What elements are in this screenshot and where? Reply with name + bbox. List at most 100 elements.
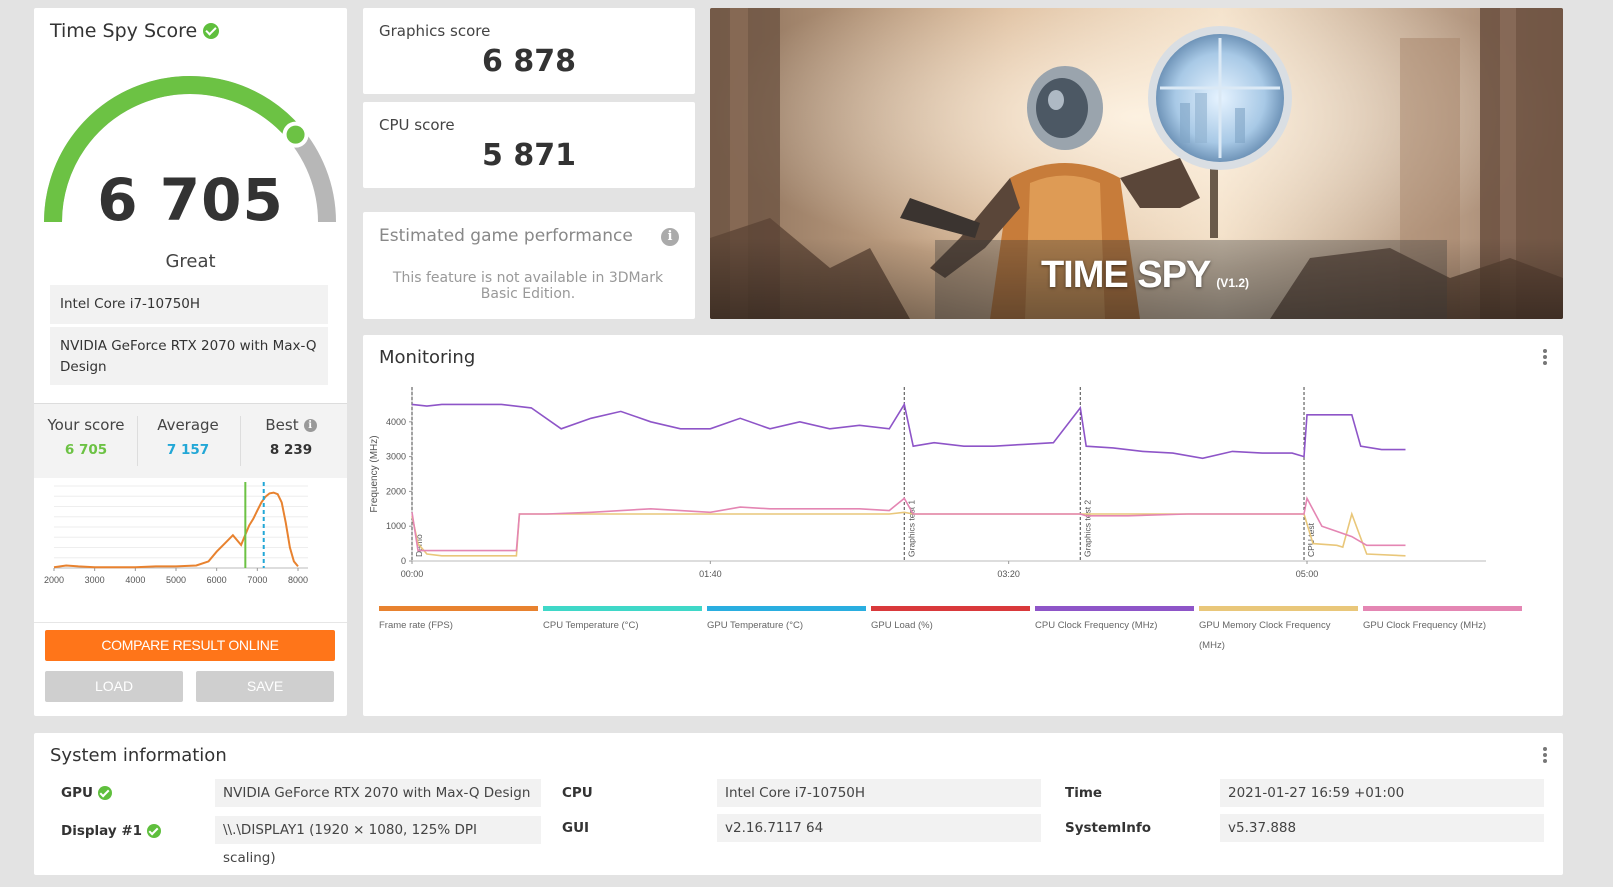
gpu-name: NVIDIA GeForce RTX 2070 with Max-Q Desig… [50,327,328,385]
series-line [411,511,1406,557]
graphics-score-card: Graphics score 6 878 [363,8,695,94]
x-tick-label: 3000 [85,575,105,585]
cpu-value: Intel Core i7-10750H [717,779,1041,807]
legend-color-bar [1035,606,1194,611]
legend-label: GPU Clock Frequency (MHz) [1363,620,1486,631]
display-label: Display #1 [61,823,162,839]
legend-label: GPU Memory Clock Frequency (MHz) [1199,620,1331,651]
score-card: Time Spy Score 6 705 Great Intel Core i7… [34,8,347,716]
overall-score: 6 705 [97,166,284,234]
time-spy-banner: TIME SPY (V1.2) [710,8,1563,319]
feature-unavailable-message: This feature is not available in 3DMark … [392,270,664,302]
display-value: \\.\DISPLAY1 (1920 × 1080, 125% DPI scal… [215,816,541,866]
monitoring-title: Monitoring [379,347,476,368]
systeminfo-label: SystemInfo [1065,820,1152,836]
divider [137,416,138,466]
legend-item[interactable]: Frame rate (FPS) [379,606,538,636]
y-tick-label: 1000 [386,521,406,531]
gui-label: GUI [562,820,590,836]
legend-item[interactable]: GPU Temperature (°C) [707,606,866,636]
banner-artwork [710,8,1563,319]
compare-result-online-button[interactable]: COMPARE RESULT ONLINE [45,630,335,661]
your-score: Your score 6 705 [47,416,125,458]
phase-marker-label: Graphics test 2 [1082,500,1092,557]
legend-color-bar [1199,606,1358,611]
x-tick-label: 6000 [207,575,227,585]
legend-item[interactable]: GPU Load (%) [871,606,1030,636]
legend-label: CPU Temperature (°C) [543,620,639,631]
best-score: Best i 8 239 [241,416,341,458]
info-icon[interactable]: i [303,418,317,432]
legend-item[interactable]: CPU Clock Frequency (MHz) [1035,606,1194,636]
score-comparison: Your score 6 705 Average 7 157 Best i 8 2… [34,403,347,478]
x-tick-label: 4000 [125,575,145,585]
legend-color-bar [871,606,1030,611]
estimated-game-performance-card: Estimated game performance i This featur… [363,212,695,319]
y-tick-label: 0 [401,556,406,566]
series-line [411,402,1406,460]
time-label: Time [1065,785,1103,801]
verified-check-icon [97,786,112,800]
legend-item[interactable]: GPU Clock Frequency (MHz) [1363,606,1522,636]
divider [34,622,347,623]
systeminfo-value: v5.37.888 [1220,814,1544,842]
load-button[interactable]: LOAD [45,671,183,702]
legend-label: GPU Temperature (°C) [707,620,804,631]
score-title: Time Spy Score [50,20,220,42]
more-options-icon[interactable] [1543,747,1547,765]
divider [240,416,241,466]
x-tick-label: 00:00 [401,569,424,579]
average-score: Average 7 157 [157,416,219,458]
time-value: 2021-01-27 16:59 +01:00 [1220,779,1544,807]
graphics-score-value: 6 878 [482,44,576,79]
cpu-score-card: CPU score 5 871 [363,102,695,188]
legend-label: CPU Clock Frequency (MHz) [1035,620,1158,631]
cpu-score-label: CPU score [379,116,455,134]
y-tick-label: 3000 [386,452,406,462]
legend-item[interactable]: CPU Temperature (°C) [543,606,702,636]
x-tick-label: 01:40 [699,569,722,579]
system-information-title: System information [50,745,227,766]
info-icon[interactable]: i [661,228,679,246]
gpu-value: NVIDIA GeForce RTX 2070 with Max-Q Desig… [215,779,541,807]
gauge-marker [282,121,309,148]
legend-label: Frame rate (FPS) [379,620,453,631]
score-rating: Great [165,251,216,272]
distribution-line [53,491,299,569]
legend-color-bar [543,606,702,611]
more-options-icon[interactable] [1543,349,1547,367]
banner-title: TIME SPY (V1.2) [1040,254,1249,296]
estimated-performance-label: Estimated game performance [379,226,633,246]
legend-item[interactable]: GPU Memory Clock Frequency (MHz) [1199,606,1358,656]
x-tick-label: 05:00 [1296,569,1319,579]
legend-label: GPU Load (%) [871,620,933,631]
y-tick-label: 2000 [386,486,406,496]
x-tick-label: 8000 [288,575,308,585]
y-tick-label: 4000 [386,417,406,427]
series-line [411,496,1406,552]
monitoring-chart: 0 1000 2000 3000 4000 Frequency (MHz) 00:00 01:… [369,387,1486,579]
legend-color-bar [1363,606,1522,611]
x-tick-label: 5000 [166,575,186,585]
x-tick-label: 7000 [247,575,267,585]
system-information-card: System information GPU NVIDIA GeForce RT… [34,733,1563,875]
graphics-score-label: Graphics score [379,22,491,40]
cpu-label: CPU [562,785,593,801]
phase-marker-label: Graphics test 1 [906,500,916,557]
score-distribution-chart: 2000 3000 4000 5000 6000 7000 8000 [44,482,308,585]
monitoring-card: Monitoring 0 1000 2000 3000 4000 Frequency (M… [363,335,1563,716]
y-axis-label: Frequency (MHz) [369,435,380,512]
gui-value: v2.16.7117 64 [717,814,1041,842]
legend-color-bar [379,606,538,611]
cpu-score-value: 5 871 [482,138,576,173]
gpu-label: GPU [61,785,112,801]
cpu-name: Intel Core i7-10750H [50,285,328,324]
x-tick-label: 03:20 [997,569,1020,579]
legend-color-bar [707,606,866,611]
verified-check-icon [203,23,220,39]
gauge-fill [44,76,303,223]
x-tick-label: 2000 [44,575,64,585]
save-button[interactable]: SAVE [196,671,334,702]
score-gauge [44,76,336,223]
verified-check-icon [147,824,162,838]
